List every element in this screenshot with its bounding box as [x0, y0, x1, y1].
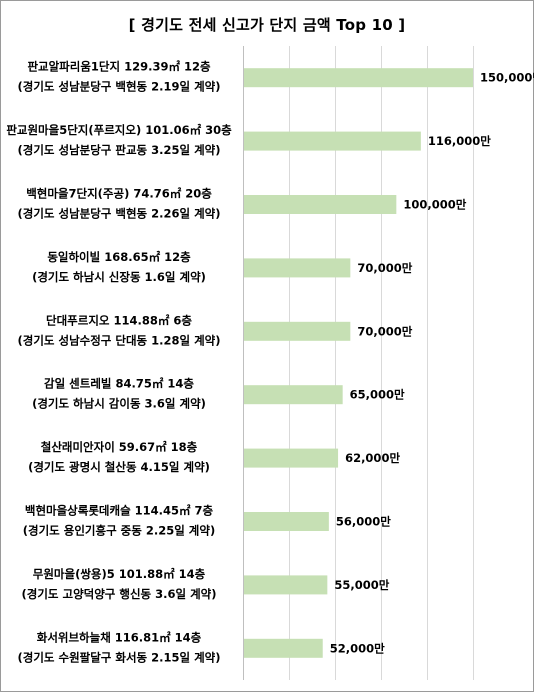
category-label-line: (경기도 성남분당구 판교동 3.25일 계약) [17, 143, 220, 157]
data-label: 116,000만 [428, 134, 491, 148]
category-label: 감일 센트레빌 84.75㎡ 14층 (경기도 하남시 감이동 3.6일 계약) [32, 377, 206, 411]
category-label: 화서위브하늘채 116.81㎡ 14층 (경기도 수원팔달구 화서동 2.15일 … [17, 630, 220, 664]
category-label-line: 단대푸르지오 114.88㎡ 6층 [46, 313, 192, 327]
category-label: 철산래미안자이 59.67㎡ 18층 (경기도 광명시 철산동 4.15일 계약) [28, 440, 210, 474]
bar [244, 448, 339, 468]
category-label-line: (경기도 고양덕양구 행신동 3.6일 계약) [21, 587, 216, 601]
category-label-line: 무원마을(쌍용)5 101.88㎡ 14층 [33, 567, 206, 581]
bar [244, 512, 329, 531]
data-label: 70,000만 [357, 261, 412, 275]
category-label-line: (경기도 하남시 감이동 3.6일 계약) [32, 397, 206, 411]
category-label-line: (경기도 광명시 철산동 4.15일 계약) [28, 460, 210, 474]
bar [244, 258, 351, 278]
category-label-line: 화서위브하늘채 116.81㎡ 14층 [37, 630, 202, 644]
category-label-line: (경기도 수원팔달구 화서동 2.15일 계약) [17, 650, 220, 664]
bar [244, 68, 473, 88]
category-label: 백현마을상록롯데캐슬 114.45㎡ 7층 (경기도 용인기흥구 중동 2.25일… [23, 504, 215, 538]
category-label-line: 철산래미안자이 59.67㎡ 18층 [41, 440, 198, 454]
bar [244, 195, 397, 214]
data-label: 150,000만 [480, 71, 534, 85]
category-label-line: (경기도 성남분당구 백현동 2.26일 계약) [17, 207, 220, 221]
category-label-line: 백현마을7단지(주공) 74.76㎡ 20층 [26, 187, 212, 201]
category-label-line: 판교알파리움1단지 129.39㎡ 12층 [27, 60, 211, 74]
category-label-line: 동일하이빌 168.65㎡ 12층 [47, 250, 191, 264]
data-label: 52,000만 [330, 641, 385, 655]
data-label: 65,000만 [350, 388, 405, 402]
category-label-line: 백현마을상록롯데캐슬 114.45㎡ 7층 [25, 504, 214, 518]
bar [244, 385, 343, 405]
category-label-line: (경기도 성남수정구 단대동 1.28일 계약) [17, 333, 220, 347]
category-label: 단대푸르지오 114.88㎡ 6층 (경기도 성남수정구 단대동 1.28일 계약… [17, 313, 220, 347]
category-label-line: (경기도 성남분당구 백현동 2.19일 계약) [17, 80, 220, 94]
category-label: 판교원마을5단지(푸르지오) 101.06㎡ 30층 (경기도 성남분당구 판교동… [6, 123, 232, 157]
data-label: 70,000만 [357, 324, 412, 338]
bar [244, 131, 421, 151]
bar [244, 638, 323, 658]
category-label: 무원마을(쌍용)5 101.88㎡ 14층 (경기도 고양덕양구 행신동 3.6일… [21, 567, 216, 601]
data-label: 62,000만 [345, 451, 400, 465]
category-label-line: (경기도 하남시 신장동 1.6일 계약) [32, 270, 206, 284]
category-label: 동일하이빌 168.65㎡ 12층 (경기도 하남시 신장동 1.6일 계약) [32, 250, 206, 284]
data-label: 100,000만 [403, 198, 466, 212]
bar [244, 321, 351, 341]
data-label: 56,000만 [336, 515, 391, 529]
data-label: 55,000만 [334, 578, 389, 592]
category-label-line: 판교원마을5단지(푸르지오) 101.06㎡ 30층 [6, 123, 232, 137]
category-label-line: 감일 센트레빌 84.75㎡ 14층 [44, 377, 194, 391]
category-label-line: (경기도 용인기흥구 중동 2.25일 계약) [23, 524, 215, 538]
category-label: 백현마을7단지(주공) 74.76㎡ 20층 (경기도 성남분당구 백현동 2.2… [17, 187, 220, 221]
bar [244, 575, 328, 595]
chart-title: [ 경기도 전세 신고가 단지 금액 Top 10 ] [128, 16, 406, 34]
category-label: 판교알파리움1단지 129.39㎡ 12층 (경기도 성남분당구 백현동 2.19… [17, 60, 220, 94]
